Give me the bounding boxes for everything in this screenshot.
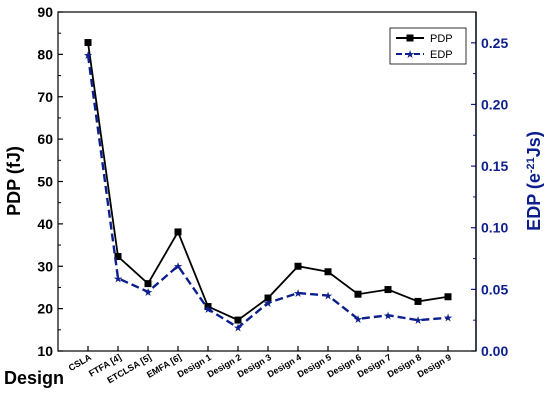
legend: PDP ★ EDP [389, 27, 467, 65]
point-pdp [384, 286, 392, 294]
y-left-tick-label: 40 [37, 216, 53, 232]
point-pdp [234, 316, 242, 324]
x-axis-title: Design [4, 368, 64, 388]
y-left-tick-label: 60 [37, 131, 53, 147]
y-right-tick-label: 0.25 [481, 35, 508, 51]
y-left-tick-label: 20 [37, 301, 53, 317]
point-pdp [324, 268, 332, 276]
point-pdp [204, 303, 212, 311]
point-edp: ★ [413, 314, 423, 327]
point-edp: ★ [323, 290, 333, 303]
point-pdp [114, 253, 122, 261]
point-pdp [414, 297, 422, 305]
left-axis: 10 20 30 40 50 60 70 80 90 [37, 4, 63, 359]
y-left-tick-label: 10 [37, 343, 53, 359]
legend-marker-edp: ★ [405, 48, 415, 61]
legend-box [389, 27, 467, 65]
y-right-tick-label: 0.00 [481, 343, 508, 359]
y-right-tick-label: 0.20 [481, 96, 508, 112]
y-axis-title-left: PDP (fJ) [4, 146, 24, 216]
point-edp: ★ [83, 49, 93, 62]
series-layer: ★ ★ ★ ★ ★ ★ ★ ★ ★ ★ ★ ★ ★ [83, 39, 453, 335]
point-pdp [294, 262, 302, 270]
series-line-edp [86, 54, 449, 330]
point-edp: ★ [353, 313, 363, 326]
y-right-tick-label: 0.10 [481, 220, 508, 236]
point-edp: ★ [143, 286, 153, 299]
series-line-pdp [87, 42, 449, 322]
point-edp: ★ [173, 260, 183, 273]
y-left-tick-label: 50 [37, 174, 53, 190]
point-edp: ★ [293, 287, 303, 300]
right-axis: 0.00 0.05 0.10 0.15 0.20 0.25 [471, 11, 508, 359]
point-pdp [264, 294, 272, 302]
y-right-tick-label: 0.15 [481, 158, 508, 174]
point-edp: ★ [203, 303, 213, 316]
point-edp: ★ [443, 312, 453, 325]
x-tick-label: Design 9 [416, 352, 453, 379]
y-left-tick-label: 80 [37, 46, 53, 62]
plot-frame [57, 11, 477, 352]
y-left-tick-label: 70 [37, 89, 53, 105]
point-pdp [84, 39, 92, 47]
point-pdp [354, 290, 362, 298]
y-axis-title-right: EDP (e-21Js) [524, 131, 544, 231]
y-left-tick-label: 90 [37, 4, 53, 20]
point-edp: ★ [233, 322, 243, 335]
point-edp: ★ [263, 297, 273, 310]
point-pdp [174, 228, 182, 236]
y-right-tick-label: 0.05 [481, 281, 508, 297]
legend-label-pdp: PDP [430, 33, 453, 45]
y-left-tick-label: 30 [37, 258, 53, 274]
point-pdp [144, 280, 152, 288]
legend-label-edp: EDP [430, 49, 453, 61]
point-edp: ★ [113, 272, 123, 285]
point-edp: ★ [383, 309, 393, 322]
point-pdp [444, 293, 452, 301]
legend-marker-pdp [406, 34, 414, 42]
